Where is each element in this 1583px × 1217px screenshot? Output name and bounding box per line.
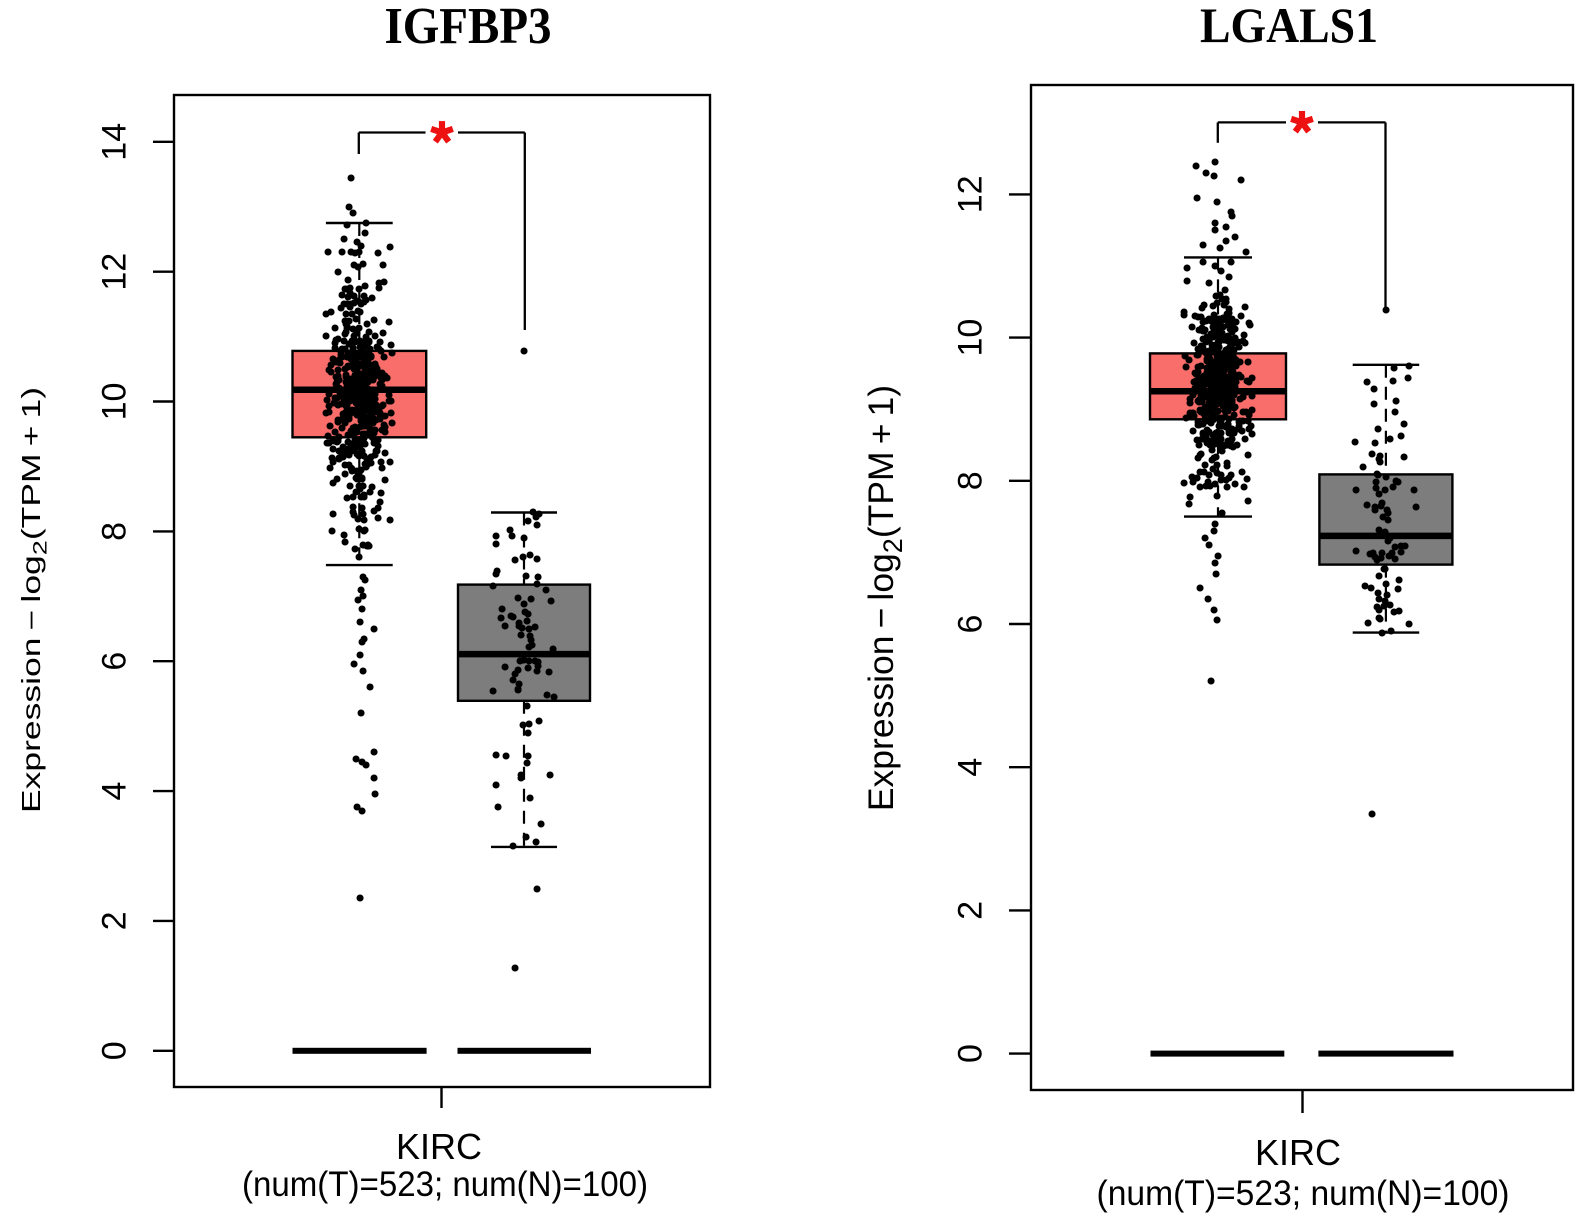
svg-text:Expression − log2(TPM + 1): Expression − log2(TPM + 1) xyxy=(17,387,51,813)
svg-text:14: 14 xyxy=(96,123,134,161)
svg-text:10: 10 xyxy=(96,383,134,421)
svg-text:Expression − log2(TPM + 1): Expression − log2(TPM + 1) xyxy=(861,385,908,811)
svg-text:4: 4 xyxy=(96,782,134,801)
svg-text:0: 0 xyxy=(96,1041,134,1060)
svg-text:(num(T)=523; num(N)=100): (num(T)=523; num(N)=100) xyxy=(1097,1174,1510,1213)
svg-text:12: 12 xyxy=(96,253,134,291)
svg-text:6: 6 xyxy=(952,615,990,634)
svg-text:LGALS1: LGALS1 xyxy=(1200,0,1378,53)
svg-text:KIRC: KIRC xyxy=(1255,1132,1341,1173)
svg-text:8: 8 xyxy=(96,522,134,541)
svg-text:6: 6 xyxy=(96,652,134,671)
svg-text:2: 2 xyxy=(96,911,134,930)
svg-text:(num(T)=523; num(N)=100): (num(T)=523; num(N)=100) xyxy=(242,1165,648,1204)
svg-text:8: 8 xyxy=(952,471,990,490)
svg-text:2: 2 xyxy=(952,901,990,920)
svg-text:IGFBP3: IGFBP3 xyxy=(385,0,552,55)
svg-text:0: 0 xyxy=(952,1044,990,1063)
svg-text:4: 4 xyxy=(952,758,990,777)
svg-text:10: 10 xyxy=(952,319,990,357)
svg-text:12: 12 xyxy=(952,175,990,213)
svg-text:KIRC: KIRC xyxy=(396,1126,482,1167)
